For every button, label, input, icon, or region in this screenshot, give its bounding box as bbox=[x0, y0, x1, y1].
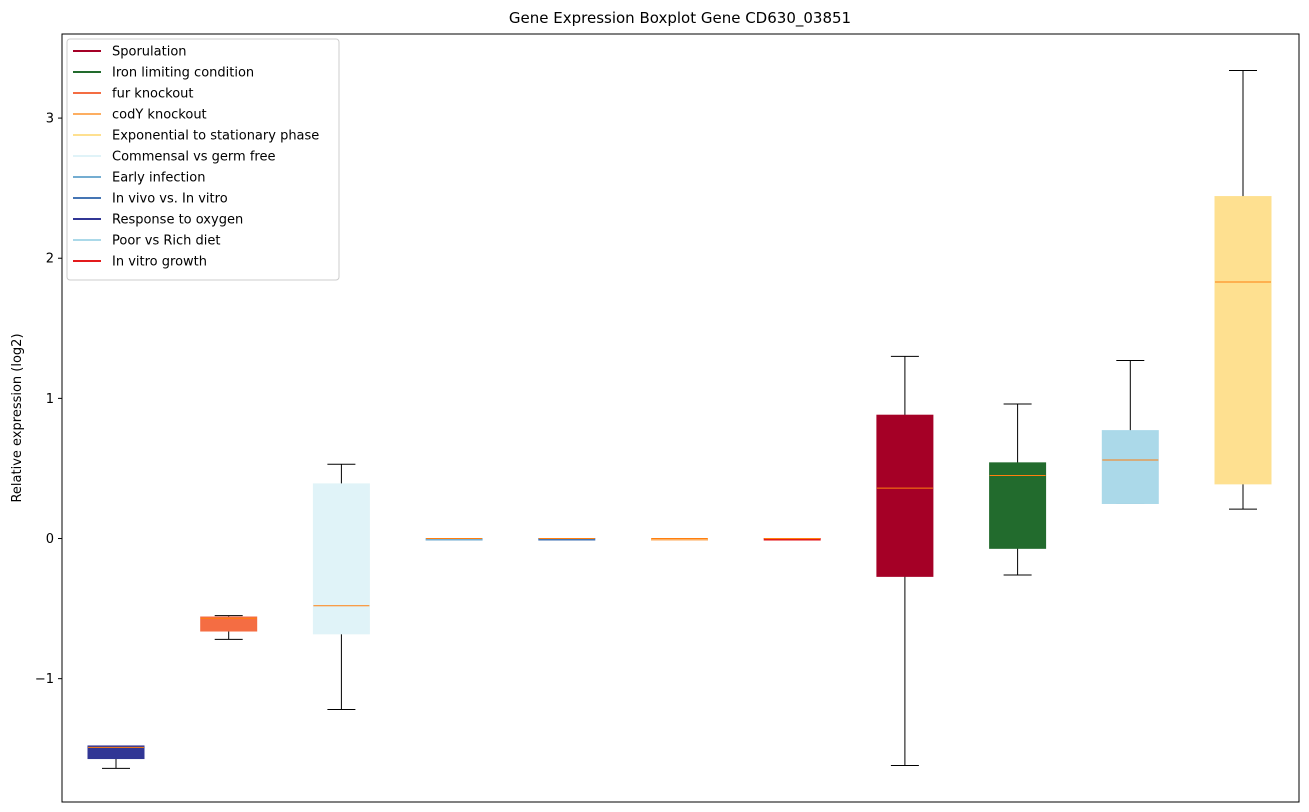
box-body bbox=[1214, 196, 1272, 485]
box-body bbox=[1101, 430, 1159, 504]
legend-item: Poor vs Rich diet bbox=[73, 234, 220, 249]
plot-frame bbox=[61, 33, 1300, 803]
legend: Sporulation Iron limiting condition fur kn… bbox=[66, 38, 340, 281]
box-group bbox=[876, 355, 934, 767]
box-group bbox=[651, 538, 708, 541]
chart-title: Gene Expression Boxplot Gene CD630_03851 bbox=[509, 9, 851, 28]
box-body bbox=[87, 745, 145, 760]
legend-item: fur knockout bbox=[73, 87, 194, 102]
box-body bbox=[200, 616, 258, 632]
legend-label: fur knockout bbox=[112, 87, 194, 102]
legend-item: Early infection bbox=[73, 171, 205, 186]
box-group bbox=[1101, 360, 1159, 504]
plot-area: −1 0 1 2 3 bbox=[35, 69, 1272, 769]
y-tick-label: −1 bbox=[35, 672, 54, 687]
box-group bbox=[200, 615, 258, 640]
y-tick-label: 2 bbox=[46, 252, 54, 267]
box-body bbox=[989, 462, 1047, 549]
box-group bbox=[763, 538, 821, 541]
legend-item: In vivo vs. In vitro bbox=[73, 192, 228, 207]
y-tick-label: 3 bbox=[46, 112, 54, 127]
legend-label: Sporulation bbox=[112, 45, 187, 60]
legend-label: Early infection bbox=[112, 171, 205, 186]
box-body bbox=[312, 483, 370, 635]
box-group bbox=[1214, 69, 1272, 510]
legend-label: In vivo vs. In vitro bbox=[112, 192, 228, 207]
legend-label: Response to oxygen bbox=[112, 213, 243, 228]
legend-item: codY knockout bbox=[73, 108, 207, 123]
legend-item: Exponential to stationary phase bbox=[73, 129, 319, 144]
legend-label: Poor vs Rich diet bbox=[112, 234, 220, 249]
legend-item: Iron limiting condition bbox=[73, 66, 254, 81]
y-tick-label: 0 bbox=[46, 532, 54, 547]
box-group bbox=[425, 538, 483, 541]
legend-label: Exponential to stationary phase bbox=[112, 129, 319, 144]
legend-item: Sporulation bbox=[73, 45, 187, 60]
y-axis-label: Relative expression (log2) bbox=[10, 333, 25, 502]
legend-item: Response to oxygen bbox=[73, 213, 243, 228]
legend-label: Iron limiting condition bbox=[112, 66, 254, 81]
box-body bbox=[876, 414, 934, 577]
legend-item: In vitro growth bbox=[73, 255, 207, 270]
legend-item: Commensal vs germ free bbox=[73, 150, 275, 165]
legend-label: codY knockout bbox=[112, 108, 207, 123]
legend-label: In vitro growth bbox=[112, 255, 207, 270]
box-group bbox=[87, 745, 145, 769]
box-group bbox=[989, 403, 1047, 576]
legend-frame bbox=[66, 38, 340, 281]
y-tick-label: 1 bbox=[46, 392, 54, 407]
legend-label: Commensal vs germ free bbox=[112, 150, 275, 165]
box-group bbox=[538, 538, 596, 541]
box-group bbox=[312, 463, 370, 711]
